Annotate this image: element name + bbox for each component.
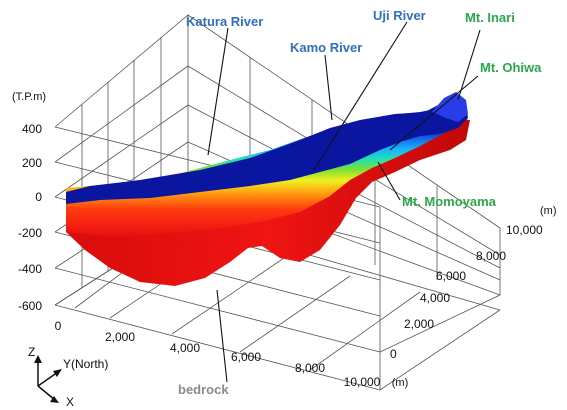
x-axis-ticks: 0 2,000 4,000 6,000 8,000 10,000 (m) bbox=[55, 319, 409, 389]
elevation-ticks: 400 200 0 -200 -400 -600 bbox=[18, 122, 42, 313]
y-unit-label: (m) bbox=[540, 205, 557, 217]
y-tick-10000: 10,000 bbox=[506, 223, 543, 237]
y-tick-4000: 4,000 bbox=[420, 291, 450, 305]
y-tick-2000: 2,000 bbox=[404, 317, 434, 331]
y-tick-8000: 8,000 bbox=[476, 249, 506, 263]
mt-momoyama-label: Mt. Momoyama bbox=[402, 194, 497, 209]
triad-y-label: Y(North) bbox=[63, 357, 108, 371]
y-tick-6000: 6,000 bbox=[436, 269, 466, 283]
katura-river-label: Katura River bbox=[186, 14, 263, 29]
y-tick-0: 0 bbox=[390, 347, 397, 361]
x-tick-6000: 6,000 bbox=[231, 350, 261, 364]
elevation-tick-200: 200 bbox=[22, 156, 42, 170]
uji-river-label: Uji River bbox=[373, 8, 426, 23]
elevation-tick-400: 400 bbox=[22, 122, 42, 136]
triad-x-label: X bbox=[66, 395, 74, 409]
elevation-unit-label: (T.P.m) bbox=[12, 91, 46, 103]
y-axis-ticks: 0 2,000 4,000 6,000 8,000 10,000 (m) bbox=[390, 205, 557, 361]
elevation-tick-0: 0 bbox=[35, 190, 42, 204]
x-tick-4000: 4,000 bbox=[170, 341, 200, 355]
elevation-tick-neg600: -600 bbox=[18, 299, 42, 313]
elevation-tick-neg400: -400 bbox=[18, 262, 42, 276]
x-tick-8000: 8,000 bbox=[295, 361, 325, 375]
x-tick-10000: 10,000 bbox=[344, 375, 381, 389]
elevation-tick-neg200: -200 bbox=[18, 226, 42, 240]
triad-z-label: Z bbox=[28, 345, 35, 359]
axis-triad: Z Y(North) X bbox=[28, 345, 108, 409]
x-tick-2000: 2,000 bbox=[105, 330, 135, 344]
x-tick-0: 0 bbox=[55, 319, 62, 333]
bedrock-label: bedrock bbox=[178, 382, 229, 397]
x-unit-label: (m) bbox=[392, 377, 409, 389]
mt-ohiwa-label: Mt. Ohiwa bbox=[480, 60, 542, 75]
kamo-river-label: Kamo River bbox=[290, 40, 362, 55]
mt-inari-label: Mt. Inari bbox=[465, 10, 515, 25]
